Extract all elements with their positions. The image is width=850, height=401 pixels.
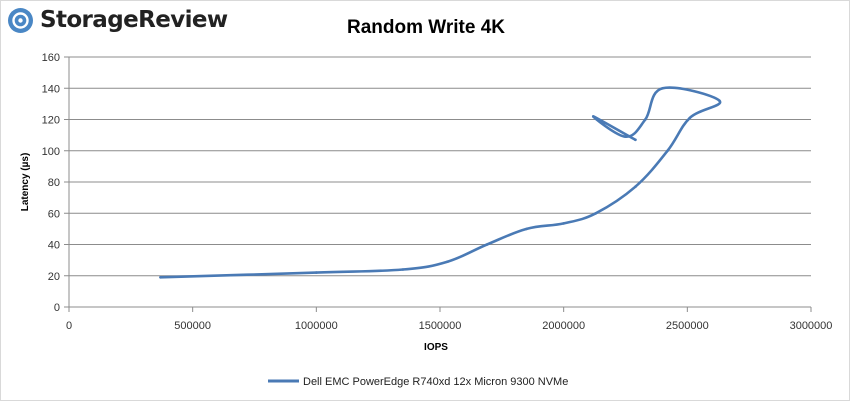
data-point (688, 116, 692, 120)
data-point (634, 185, 637, 188)
y-tick-label: 60 (48, 208, 60, 220)
legend-label: Dell EMC PowerEdge R740xd 12x Micron 930… (303, 376, 568, 388)
x-tick-labels: 0 500000 1000000 1500000 2000000 2500000 30000… (66, 320, 832, 332)
y-tick-label: 100 (42, 146, 60, 158)
data-point (666, 149, 669, 153)
x-tick-label: 500000 (174, 320, 211, 332)
series-group (159, 86, 722, 279)
data-point (485, 243, 489, 246)
storage-drive-icon (8, 7, 33, 33)
legend: Dell EMC PowerEdge R740xd 12x Micron 930… (268, 376, 568, 388)
logo-text: StorageReview (40, 7, 228, 33)
data-point (594, 212, 598, 215)
data-point (634, 138, 637, 142)
data-point (661, 87, 664, 90)
y-tick-label: 0 (54, 302, 60, 314)
x-tick-label: 1000000 (295, 320, 338, 332)
y-tick-label: 80 (48, 177, 60, 189)
y-tick-label: 140 (42, 83, 60, 95)
data-point (644, 118, 647, 121)
x-tick-label: 0 (66, 320, 72, 332)
y-axis-label: Latency (µs) (20, 153, 31, 212)
y-tick-label: 20 (48, 271, 60, 283)
y-tick-label: 40 (48, 240, 60, 252)
data-point (562, 222, 565, 225)
y-tick-label: 120 (42, 115, 60, 127)
y-tick-labels: 0 20 40 60 80 100 120 140 160 (42, 52, 60, 314)
x-tick-label: 3000000 (790, 320, 833, 332)
x-axis-label: IOPS (424, 342, 448, 353)
data-point (718, 99, 721, 103)
data-point (525, 227, 528, 231)
data-point (159, 276, 162, 279)
data-point (401, 268, 405, 271)
data-point (446, 260, 449, 264)
data-point (624, 135, 627, 138)
y-tick-label: 160 (42, 52, 60, 64)
chart-title: Random Write 4K (347, 17, 505, 38)
axes (64, 56, 812, 312)
x-tick-label: 1500000 (419, 320, 462, 332)
data-point (592, 115, 595, 118)
x-tick-label: 2500000 (666, 320, 709, 332)
x-tick-label: 2000000 (542, 320, 585, 332)
data-point (315, 271, 318, 274)
gridlines (69, 56, 811, 277)
logo: StorageReview (7, 5, 228, 35)
